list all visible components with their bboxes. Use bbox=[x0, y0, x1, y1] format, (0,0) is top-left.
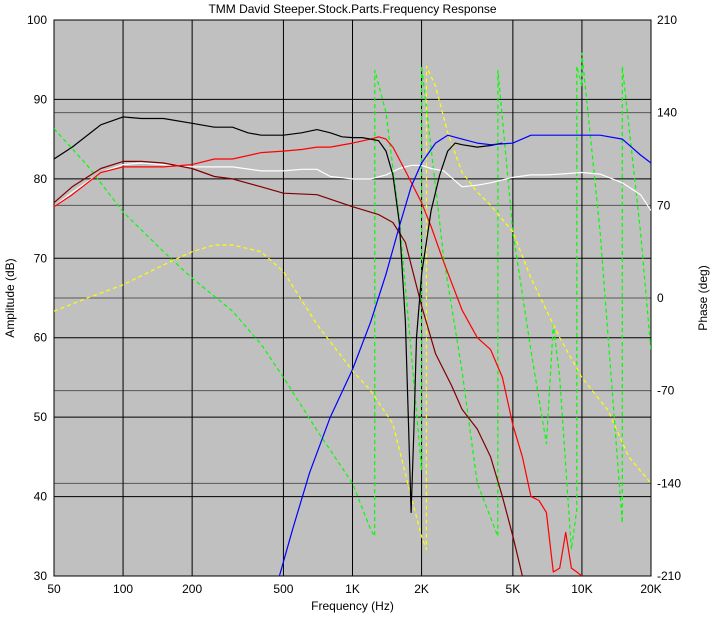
y-right-tick-label: 70 bbox=[657, 198, 671, 212]
series-group bbox=[54, 52, 651, 576]
y-right-tick-label: -140 bbox=[657, 476, 681, 490]
y-right-tick-label: 140 bbox=[657, 106, 677, 120]
y-left-tick-label: 30 bbox=[34, 569, 48, 583]
x-axis-label: Frequency (Hz) bbox=[311, 599, 394, 613]
y-left-tick-label: 90 bbox=[34, 92, 48, 106]
x-tick-label: 2K bbox=[414, 582, 429, 596]
x-tick-label: 1K bbox=[345, 582, 360, 596]
series-line-yellow bbox=[54, 65, 651, 551]
y-left-tick-label: 50 bbox=[34, 410, 48, 424]
x-tick-label: 100 bbox=[113, 582, 133, 596]
y-left-tick-label: 100 bbox=[27, 13, 47, 27]
y-right-tick-label: 210 bbox=[657, 13, 677, 27]
series-line-blue bbox=[278, 134, 651, 576]
x-tick-label: 5K bbox=[506, 582, 521, 596]
series-line-green bbox=[54, 52, 651, 551]
series-line-black bbox=[54, 116, 503, 514]
y-axis-left-label: Amplitude (dB) bbox=[3, 258, 17, 337]
x-tick-label: 10K bbox=[571, 582, 592, 596]
y-left-tick-label: 40 bbox=[34, 490, 48, 504]
x-tick-label: 500 bbox=[273, 582, 293, 596]
grid bbox=[54, 20, 651, 576]
x-tick-label: 50 bbox=[47, 582, 61, 596]
y-left-tick-label: 80 bbox=[34, 172, 48, 186]
series-line-darkred bbox=[54, 160, 523, 576]
y-left-tick-label: 70 bbox=[34, 251, 48, 265]
series-line-red bbox=[54, 136, 583, 576]
y-left-tick-label: 60 bbox=[34, 331, 48, 345]
axes: 50 100 200 500 1K 2K 5K 10K 20K 30 40 50 60 70 80 90 100… bbox=[27, 13, 681, 596]
x-tick-label: 20K bbox=[640, 582, 661, 596]
chart-title: TMM David Steeper.Stock.Parts.Frequency … bbox=[208, 2, 496, 16]
y-right-tick-label: -70 bbox=[657, 384, 675, 398]
y-right-tick-label: 0 bbox=[657, 291, 664, 305]
y-right-tick-label: -210 bbox=[657, 569, 681, 583]
y-axis-right-label: Phase (deg) bbox=[696, 265, 710, 330]
x-tick-label: 200 bbox=[182, 582, 202, 596]
